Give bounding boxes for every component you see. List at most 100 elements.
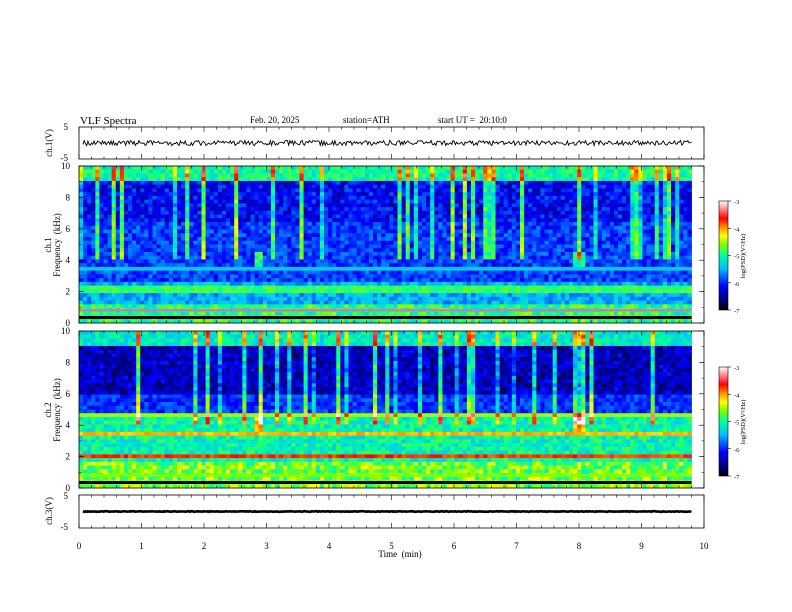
spectrogram-cell xyxy=(246,229,251,234)
spectrogram-cell xyxy=(205,285,211,290)
spectrogram-cell xyxy=(79,285,84,290)
spectrogram-cell xyxy=(426,255,431,260)
spectrogram-cell xyxy=(177,184,182,189)
spectrogram-cell xyxy=(642,222,647,227)
spectrogram-cell xyxy=(564,229,570,234)
spectrogram-cell xyxy=(503,207,509,212)
spectrogram-cell xyxy=(111,218,117,223)
spectrogram-cell xyxy=(287,229,292,234)
spectrogram-cell xyxy=(197,255,202,260)
spectrogram-cell xyxy=(560,233,566,238)
spectrogram-cell xyxy=(311,214,317,219)
spectrogram-cell xyxy=(520,281,525,287)
spectrogram-cell xyxy=(515,281,521,287)
spectrogram-cell xyxy=(291,285,296,290)
spectrogram-cell xyxy=(573,214,578,219)
spectrogram-cell xyxy=(450,251,456,257)
spectrogram-cell xyxy=(667,180,672,186)
spectrogram-cell xyxy=(319,278,325,283)
spectrogram-cell xyxy=(609,177,615,182)
spectrogram-cell xyxy=(128,251,133,257)
spectrogram-cell xyxy=(683,229,688,234)
spectrogram-cell xyxy=(177,281,182,287)
spectrogram-cell xyxy=(458,214,464,219)
spectrogram-cell xyxy=(618,244,623,249)
spectrogram-cell xyxy=(397,203,402,208)
spectrogram-cell xyxy=(275,259,280,264)
spectrogram-cell xyxy=(119,207,125,212)
spectrogram-cell xyxy=(119,285,125,290)
spectrogram-cell xyxy=(679,233,684,238)
spectrogram-cell xyxy=(499,266,505,272)
spectrogram-cell xyxy=(573,255,578,260)
spectrogram-cell xyxy=(340,266,345,272)
spectrogram-cell xyxy=(193,199,198,204)
spectrogram-cell xyxy=(667,225,672,230)
spectrogram-cell xyxy=(197,192,202,197)
spectrogram-cell xyxy=(405,207,411,212)
spectrogram-cell xyxy=(597,180,603,186)
spectrogram-cell xyxy=(242,169,247,174)
spectrogram-cell xyxy=(613,207,619,212)
spectrogram-cell xyxy=(295,274,300,279)
spectrogram-cell xyxy=(340,218,345,223)
spectrogram-cell xyxy=(307,274,313,279)
spectrogram-cell xyxy=(324,184,329,189)
spectrogram-cell xyxy=(144,180,149,186)
spectrogram-cell xyxy=(646,214,652,219)
spectrogram-cell xyxy=(254,281,260,287)
spectrogram-cell xyxy=(123,218,129,223)
spectrogram-cell xyxy=(103,195,108,201)
spectrogram-cell xyxy=(564,244,570,249)
spectrogram-cell xyxy=(687,180,692,186)
spectrogram-cell xyxy=(111,166,117,171)
spectrogram-cell xyxy=(413,240,419,245)
spectrogram-cell xyxy=(181,240,186,245)
spectrogram-cell xyxy=(667,177,672,182)
spectrogram-cell xyxy=(605,218,611,223)
spectrogram-cell xyxy=(650,222,656,227)
spectrogram-cell xyxy=(336,248,341,253)
spectrogram-cell xyxy=(646,207,652,212)
spectrogram-cell xyxy=(634,244,639,249)
spectrogram-cell xyxy=(189,225,194,230)
spectrogram-cell xyxy=(650,263,656,268)
spectrogram-cell xyxy=(487,195,492,201)
spectrogram-cell xyxy=(528,203,533,208)
spectrogram-cell xyxy=(213,229,219,234)
spectrogram-cell xyxy=(556,207,562,212)
spectrogram-cell xyxy=(487,255,492,260)
spectrogram-cell xyxy=(91,225,96,230)
spectrogram-cell xyxy=(348,199,353,204)
spectrogram-cell xyxy=(552,259,558,264)
spectrogram-cell xyxy=(103,248,108,253)
spectrogram-cell xyxy=(634,281,639,287)
spectrogram-cell xyxy=(230,244,235,249)
spectrogram-cell xyxy=(483,233,488,238)
spectrogram-cell xyxy=(646,225,652,230)
spectrogram-cell xyxy=(205,233,211,238)
spectrogram-cell xyxy=(311,222,317,227)
spectrogram-cell xyxy=(479,244,484,249)
spectrogram-cell xyxy=(140,285,145,290)
spectrogram-cell xyxy=(491,192,496,197)
spectrogram-cell xyxy=(458,177,464,182)
spectrogram-cell xyxy=(83,180,88,186)
spectrogram-cell xyxy=(471,210,476,215)
spectrogram-cell xyxy=(609,233,615,238)
spectrogram-cell xyxy=(128,263,133,268)
spectrogram-cell xyxy=(405,214,411,219)
spectrogram-cell xyxy=(319,192,325,197)
spectrogram-cell xyxy=(654,173,660,178)
spectrogram-cell xyxy=(348,222,353,227)
spectrogram-cell xyxy=(156,222,162,227)
spectrogram-cell xyxy=(499,195,505,201)
spectrogram-cell xyxy=(593,207,598,212)
spectrogram-cell xyxy=(581,214,586,219)
spectrogram-cell xyxy=(634,177,639,182)
spectrogram-cell xyxy=(511,237,517,242)
spectrogram-cell xyxy=(319,177,325,182)
spectrogram-cell xyxy=(556,214,562,219)
spectrogram-cell xyxy=(324,195,329,201)
spectrogram-cell xyxy=(103,263,108,268)
